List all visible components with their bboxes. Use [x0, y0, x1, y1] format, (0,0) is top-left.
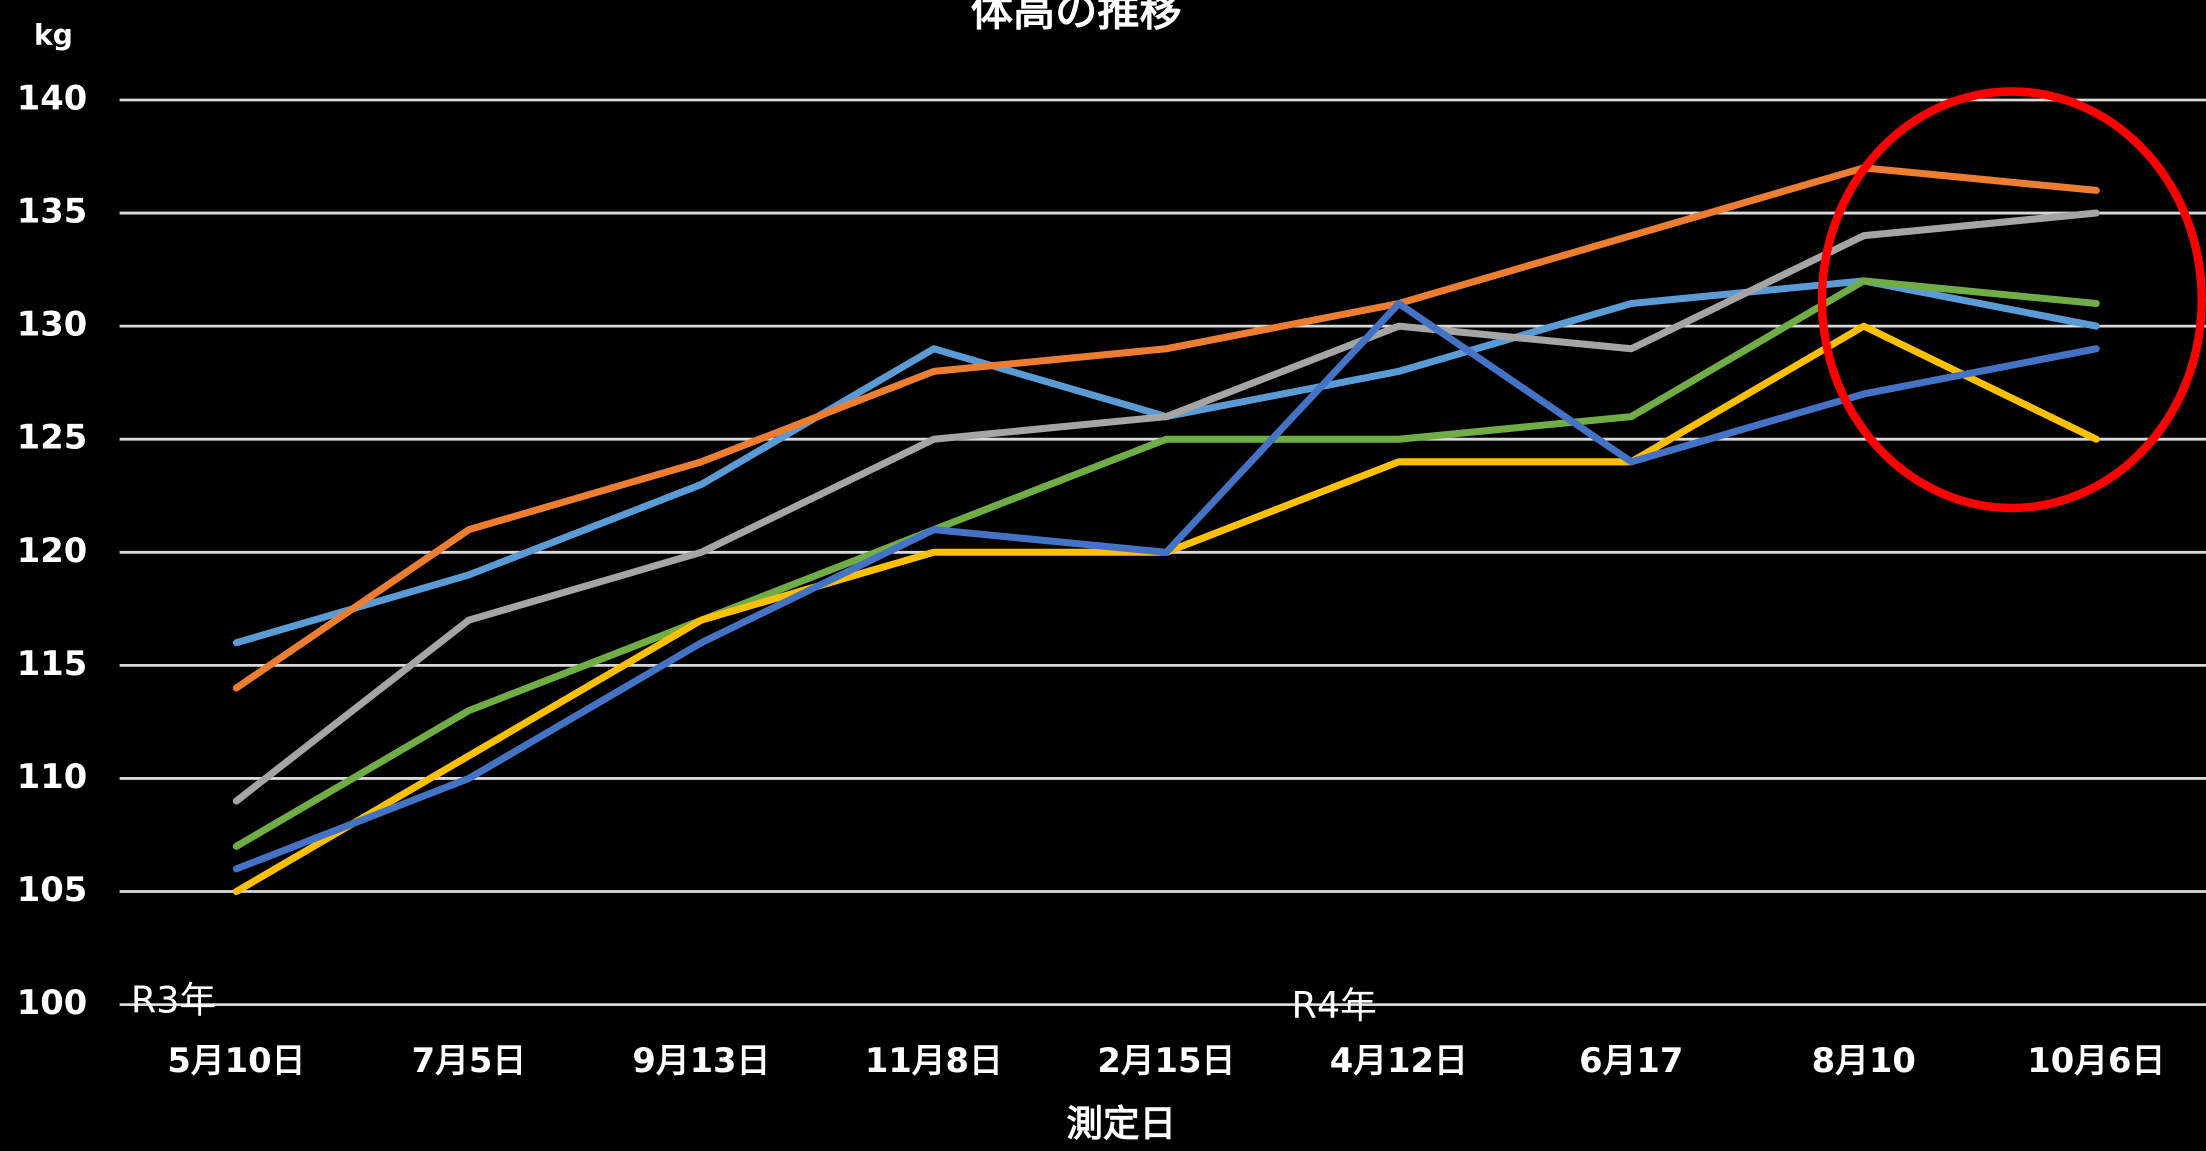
y-tick-label: 115 — [17, 644, 87, 683]
series-line — [232, 277, 2100, 850]
x-axis-label: 測定日 — [1066, 1102, 1176, 1145]
lines — [232, 164, 2100, 896]
x-tick-label: 2月15日 — [1097, 1041, 1235, 1080]
x-tick-label: 6月17 — [1579, 1041, 1683, 1080]
x-tick-label: 7月5日 — [412, 1041, 526, 1080]
x-tick-label: 4月12日 — [1330, 1041, 1468, 1080]
y-tick-label: 140 — [17, 78, 87, 117]
x-tick-label: 9月13日 — [632, 1041, 770, 1080]
x-tick-label: 5月10日 — [167, 1041, 305, 1080]
annotation: R4年 — [1292, 984, 1377, 1027]
y-tick-label: 100 — [17, 983, 87, 1022]
y-axis-label: kg — [34, 19, 73, 52]
y-tick-label: 105 — [17, 870, 87, 909]
series-line — [232, 299, 2100, 873]
x-tick-label: 10月6日 — [2027, 1041, 2165, 1080]
annotation: R3年 — [131, 978, 216, 1021]
series-line — [232, 164, 2100, 692]
highlight-circle — [1817, 87, 2206, 513]
y-tick-label: 110 — [17, 757, 87, 796]
x-tick-label: 8月10 — [1812, 1041, 1916, 1080]
y-tick-label: 125 — [17, 418, 87, 457]
y-tick-label: 120 — [17, 531, 87, 570]
x-tick-label: 11月8日 — [865, 1041, 1003, 1080]
series-line — [232, 209, 2100, 805]
y-tick-label: 135 — [17, 192, 87, 231]
y-tick-label: 130 — [17, 305, 87, 344]
chart-title: 体高の推移 — [971, 0, 1182, 36]
